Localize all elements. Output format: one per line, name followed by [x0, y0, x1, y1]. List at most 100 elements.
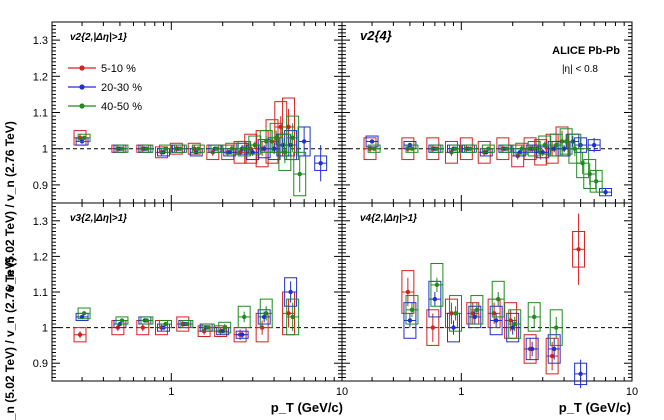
- y-tick-label: 1.2: [33, 71, 48, 83]
- data-point: [531, 146, 537, 151]
- data-point: [576, 247, 581, 252]
- series-40-50 %: [77, 115, 307, 197]
- data-point: [290, 135, 295, 141]
- legend-marker: [79, 65, 85, 71]
- y-tick-label: 0.9: [33, 358, 48, 370]
- legend: 5-10 % 20-30 % 40-50 %: [68, 63, 142, 113]
- data-point: [371, 146, 377, 151]
- data-point: [519, 146, 525, 151]
- data-point: [297, 171, 302, 177]
- data-point: [282, 150, 288, 155]
- data-point: [486, 146, 491, 151]
- data-point: [222, 325, 227, 330]
- data-point: [551, 346, 557, 352]
- data-point: [430, 325, 436, 330]
- data-point: [144, 146, 150, 151]
- data-point: [252, 142, 257, 148]
- x-tick-label: 1: [458, 386, 464, 398]
- data-point: [184, 321, 190, 327]
- y-tick-label: 1.1: [33, 108, 48, 120]
- data-point: [549, 353, 555, 359]
- y-tick-label: 0.9: [33, 180, 48, 192]
- data-point: [318, 160, 323, 166]
- eta-cut-label: |η| < 0.8: [562, 64, 598, 75]
- data-point: [229, 146, 235, 151]
- data-point: [470, 311, 475, 316]
- x-axis-label-right: p_T (GeV/c): [559, 400, 631, 415]
- data-point: [593, 179, 599, 184]
- data-point: [264, 311, 269, 316]
- data-point: [542, 142, 547, 148]
- data-point: [508, 318, 513, 323]
- data-point: [491, 311, 497, 316]
- panel-2: v2{4}: [341, 21, 633, 204]
- experiment-label: ALICE Pb-Pb: [552, 45, 620, 57]
- series-40-50 %: [77, 298, 300, 336]
- y-tick-label: 1.1: [33, 287, 48, 299]
- data-point: [504, 146, 510, 151]
- legend-item: 20-30 %: [68, 82, 142, 94]
- x-axis-label-left: p_T (GeV/c): [271, 400, 343, 415]
- data-point: [290, 314, 295, 320]
- panels: 0.9 1 1.1 1.2 1.3 v2{2,|Δη|>1} v2{4} 1 10 0.9 1 1.1…: [33, 21, 638, 398]
- data-point: [561, 146, 567, 151]
- data-point: [227, 150, 232, 155]
- data-point: [239, 332, 245, 337]
- y-tick-label: 1: [42, 144, 48, 156]
- y-tick-label: 1.3: [33, 216, 48, 228]
- data-point: [551, 146, 557, 151]
- data-point: [407, 318, 413, 323]
- data-point: [220, 328, 225, 334]
- data-point: [144, 318, 150, 323]
- data-point: [405, 289, 411, 295]
- data-point: [286, 311, 291, 316]
- data-point: [554, 142, 559, 148]
- legend-label: 40-50 %: [101, 101, 142, 113]
- data-point: [540, 150, 545, 155]
- data-point: [264, 139, 269, 144]
- data-point: [237, 150, 243, 155]
- legend-item: 5-10 %: [68, 63, 136, 75]
- legend-marker: [79, 84, 85, 90]
- data-point: [273, 135, 279, 141]
- data-point: [434, 282, 440, 288]
- series-40-50 %: [367, 128, 603, 193]
- y-tick-label: 1: [42, 323, 48, 335]
- data-point: [301, 139, 307, 144]
- panel-frame: [51, 202, 343, 382]
- data-point: [474, 307, 480, 312]
- data-point: [119, 146, 125, 151]
- data-point: [81, 311, 87, 316]
- panel-title: v4{2,|Δη|>1}: [360, 213, 417, 224]
- data-point: [512, 321, 517, 327]
- panel-title: v2{4}: [360, 28, 392, 43]
- data-point: [248, 146, 253, 151]
- data-point: [77, 332, 83, 337]
- data-point: [409, 146, 415, 151]
- data-point: [261, 146, 267, 151]
- legend-marker: [79, 103, 85, 109]
- data-point: [510, 325, 515, 330]
- y-tick-label: 1.2: [33, 251, 48, 263]
- data-point: [495, 296, 501, 302]
- panel-frame: [341, 202, 633, 382]
- data-point: [286, 124, 291, 130]
- data-point: [434, 146, 440, 151]
- data-point: [241, 314, 247, 320]
- data-point: [572, 146, 578, 151]
- y-tick-label: 1.3: [33, 35, 48, 47]
- data-point: [451, 325, 456, 330]
- data-point: [241, 146, 247, 151]
- data-point: [81, 135, 87, 141]
- data-point: [554, 325, 559, 330]
- legend-label: 20-30 %: [101, 82, 142, 94]
- data-point: [529, 346, 535, 352]
- data-point: [369, 139, 375, 144]
- data-point: [205, 325, 211, 330]
- y-axis-label-bottom: v_n (5.02 TeV) / v_n (2.76 TeV): [3, 257, 17, 420]
- data-point: [196, 146, 201, 151]
- data-point: [178, 146, 183, 151]
- data-point: [214, 146, 220, 151]
- panel-3: 1 10 0.9 1 1.1 1.2 1.3 v3{2,|Δη|>1}: [33, 202, 348, 398]
